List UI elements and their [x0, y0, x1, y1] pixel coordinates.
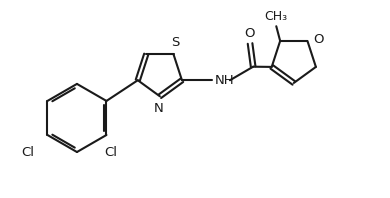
Text: S: S [171, 36, 179, 49]
Text: NH: NH [215, 74, 235, 87]
Text: Cl: Cl [21, 146, 35, 159]
Text: CH₃: CH₃ [264, 10, 287, 23]
Text: O: O [244, 27, 255, 40]
Text: Cl: Cl [104, 146, 117, 159]
Text: O: O [313, 33, 323, 46]
Text: N: N [154, 102, 164, 115]
